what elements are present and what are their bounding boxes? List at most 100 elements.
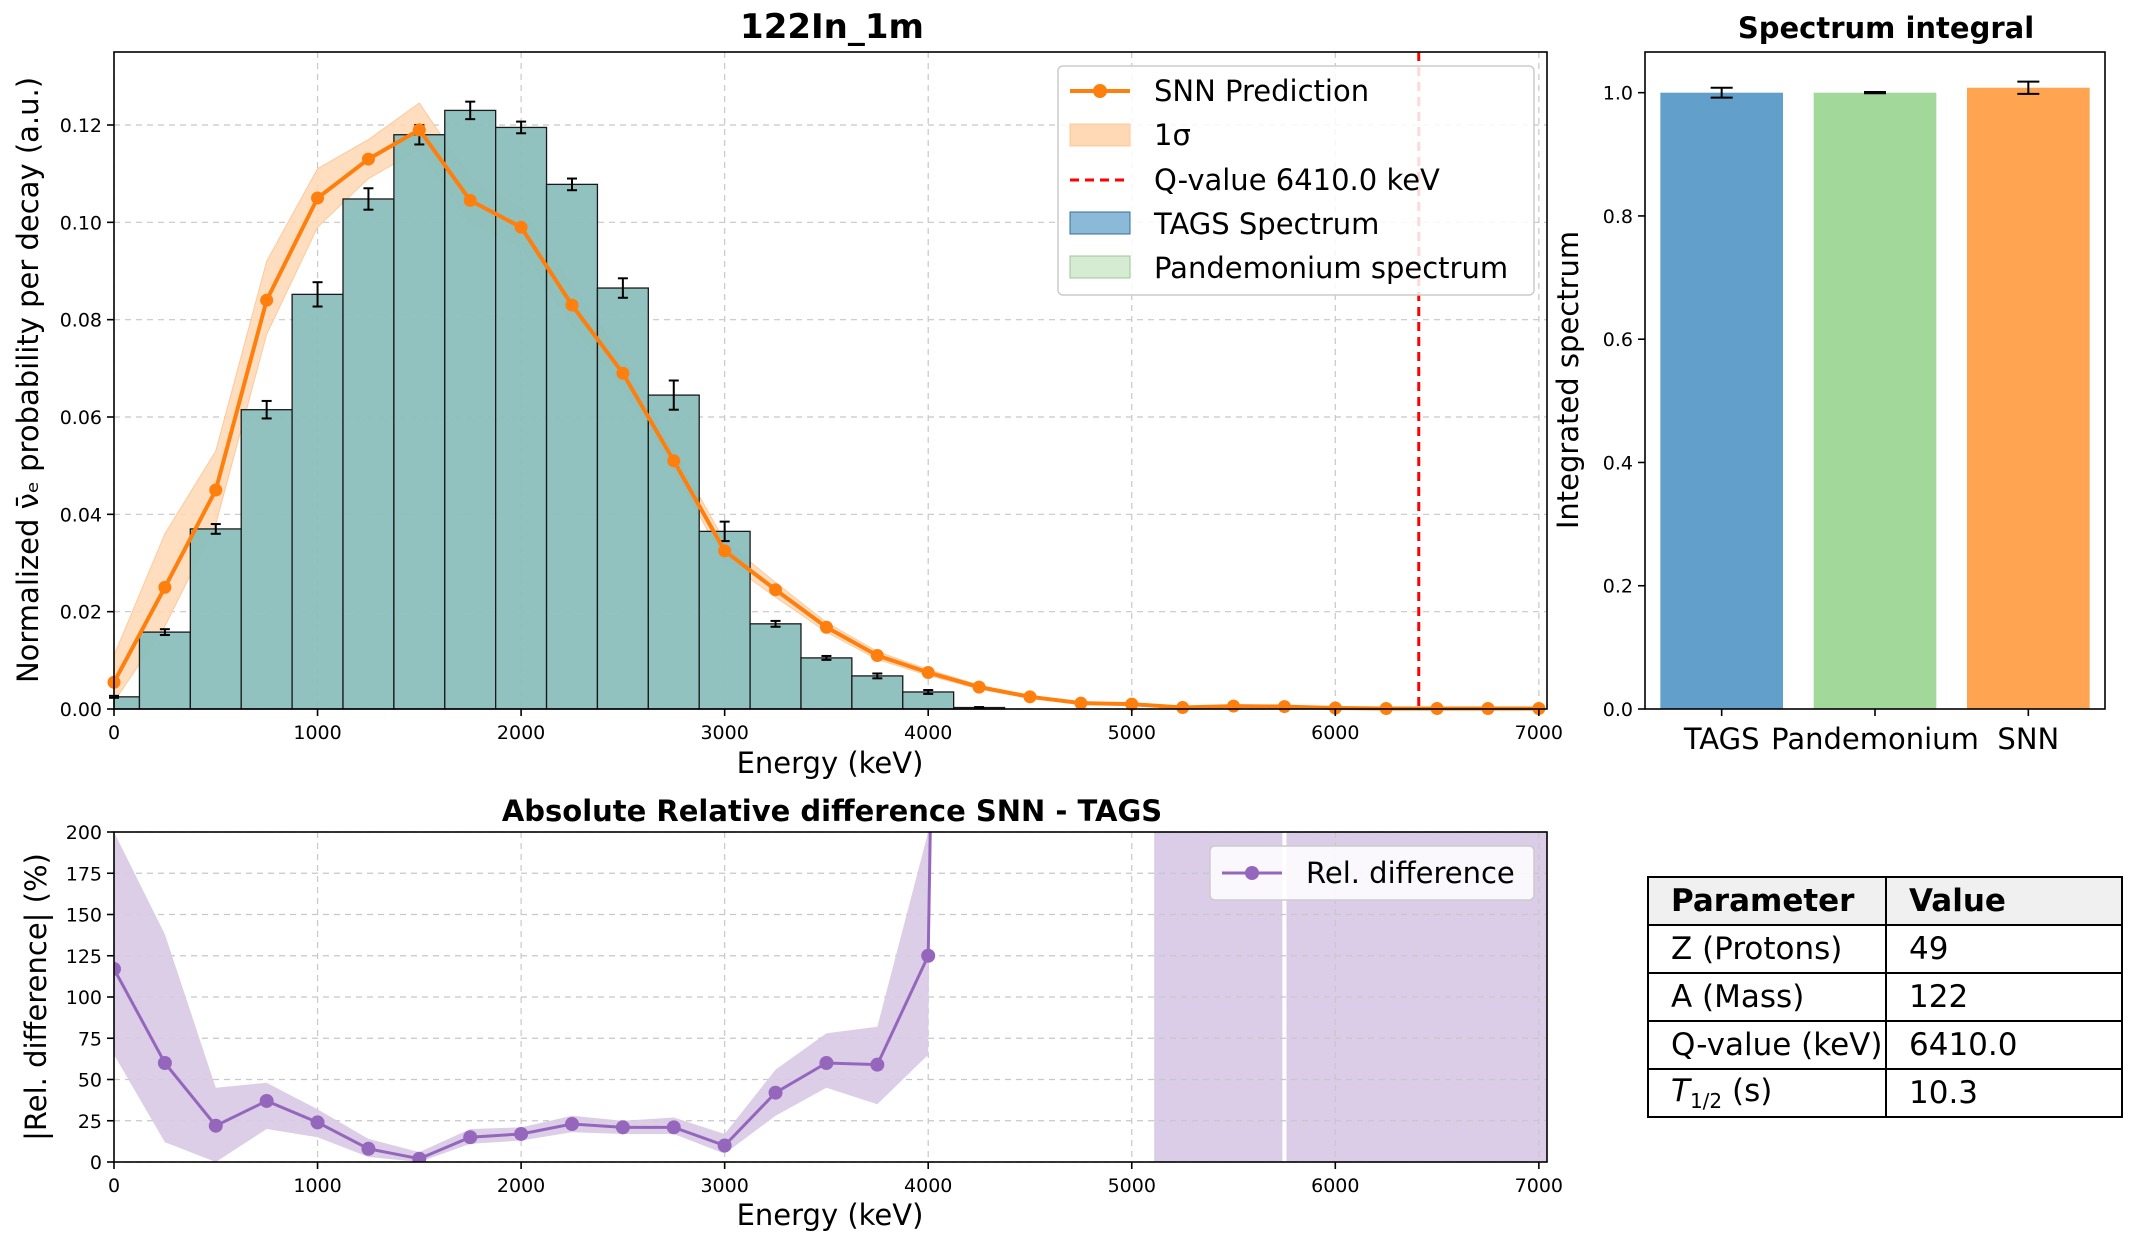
reldiff-xlabel: Energy (keV) <box>737 1198 924 1232</box>
param-name: T1/2 (s) <box>1647 1068 1887 1118</box>
x-tick-label: TAGS <box>1683 722 1760 756</box>
x-tick-label: 3000 <box>700 722 748 744</box>
y-tick-label: 0.00 <box>60 699 102 721</box>
parameter-table-header: Parameter Value <box>1647 876 2123 926</box>
legend-box <box>1057 65 1535 296</box>
x-tick-label: 2000 <box>497 722 545 744</box>
snn-point <box>616 366 630 380</box>
tags-bar <box>240 409 293 710</box>
spectrum-plot: 122In_1m 0 1000 2000 3000 4000 5000 6000 7000 0… <box>11 7 1563 780</box>
tags-bar <box>495 126 548 710</box>
param-value: 6410.0 <box>1885 1020 2123 1070</box>
snn-point <box>1227 699 1241 713</box>
snn-point <box>769 583 783 597</box>
tags-bar <box>800 657 853 710</box>
reldiff-y-ticks: 0 25 50 75 100 125 150 175 200 <box>66 822 114 1174</box>
tags-bar <box>342 198 395 710</box>
x-tick-label: 0 <box>108 722 120 744</box>
table-row: A (Mass) 122 <box>1647 972 2123 1022</box>
legend-tags-label: TAGS Spectrum <box>1153 207 1379 241</box>
reldiff-plot: Absolute Relative difference SNN - TAGS … <box>19 794 1563 1232</box>
legend-pandemonium-swatch <box>1069 255 1131 279</box>
snn-point <box>921 666 935 679</box>
snn-point <box>870 648 884 662</box>
y-tick-label: 150 <box>66 905 102 927</box>
reldiff-x-ticks: 0 1000 2000 3000 4000 5000 6000 7000 <box>108 1162 1563 1197</box>
snn-point <box>1023 690 1037 704</box>
tags-bar <box>647 394 700 710</box>
reldiff-legend-label: Rel. difference <box>1306 856 1515 890</box>
legend-pandemonium-label: Pandemonium spectrum <box>1154 251 1508 285</box>
y-tick-label: 0.6 <box>1603 329 1633 351</box>
table-row: Q-value (keV) 6410.0 <box>1647 1020 2123 1070</box>
x-tick-label: 4000 <box>904 722 952 744</box>
y-tick-label: 50 <box>78 1070 102 1092</box>
y-tick-label: 25 <box>78 1111 102 1133</box>
y-tick-label: 0.06 <box>60 407 102 429</box>
x-tick-label: 5000 <box>1108 722 1156 744</box>
x-tick-label: 1000 <box>293 722 341 744</box>
snn-point <box>667 454 681 468</box>
legend-sigma-label: 1σ <box>1154 118 1191 152</box>
reldiff-legend-marker <box>1245 866 1259 880</box>
snn-point <box>718 544 732 558</box>
reldiff-band <box>114 832 931 1162</box>
integral-bar <box>1813 92 1937 709</box>
reldiff-point <box>463 1130 478 1145</box>
y-tick-label: 0.04 <box>60 504 102 526</box>
param-name: Q-value (keV) <box>1647 1020 1887 1070</box>
integral-bar <box>1967 87 2090 710</box>
param-value: 10.3 <box>1885 1068 2123 1118</box>
y-tick-label: 0.4 <box>1603 452 1633 474</box>
spectrum-x-ticks: 0 1000 2000 3000 4000 5000 6000 7000 <box>108 709 1563 744</box>
reldiff-line <box>114 832 932 1161</box>
snn-point <box>1176 701 1190 715</box>
legend-sigma-swatch <box>1069 123 1131 147</box>
x-tick-label: 0 <box>108 1175 120 1197</box>
snn-point <box>1074 696 1088 710</box>
legend-q-label: Q-value 6410.0 keV <box>1154 163 1440 197</box>
legend-tags-swatch <box>1069 211 1131 235</box>
snn-point <box>1277 700 1291 714</box>
x-tick-label: 4000 <box>904 1175 952 1197</box>
x-tick-label: 3000 <box>700 1175 748 1197</box>
y-tick-label: 0.0 <box>1603 699 1633 721</box>
tags-bar <box>698 530 751 710</box>
integral-y-ticks: 0.0 0.2 0.4 0.6 0.8 1.0 <box>1603 83 1645 721</box>
snn-point <box>463 193 477 207</box>
spectrum-axes-frame <box>113 51 1548 710</box>
tags-error-bars <box>109 100 985 710</box>
reldiff-point <box>564 1117 579 1132</box>
integral-title: Spectrum integral <box>1738 11 2034 45</box>
snn-point <box>1125 697 1139 711</box>
tags-bar <box>393 134 446 710</box>
y-tick-label: 0.10 <box>60 212 102 234</box>
integral-ylabel: Integrated spectrum <box>1551 231 1585 529</box>
snn-point <box>565 298 579 312</box>
y-tick-label: 1.0 <box>1603 83 1633 105</box>
reldiff-title: Absolute Relative difference SNN - TAGS <box>502 794 1162 828</box>
integral-bars <box>1660 87 2090 710</box>
header-parameter: Parameter <box>1647 876 1887 926</box>
x-tick-label: SNN <box>1997 722 2059 756</box>
y-tick-label: 0.02 <box>60 602 102 624</box>
table-row: T1/2 (s) 10.3 <box>1647 1068 2123 1118</box>
table-row: Z (Protons) 49 <box>1647 924 2123 974</box>
legend-snn-label: SNN Prediction <box>1154 74 1369 108</box>
snn-point <box>1328 701 1342 715</box>
reldiff-point <box>259 1093 274 1108</box>
snn-prediction-points <box>107 123 1546 716</box>
param-value: 49 <box>1885 924 2123 974</box>
half-life-unit: (s) <box>1722 1072 1773 1109</box>
y-tick-label: 0 <box>90 1152 102 1174</box>
integral-plot: Spectrum integral TAGS Pandemonium SNN 0.0… <box>1551 11 2106 756</box>
legend-snn-marker <box>1093 84 1107 98</box>
reldiff-legend-box <box>1209 845 1535 901</box>
x-tick-label: 1000 <box>293 1175 341 1197</box>
snn-point <box>311 191 325 205</box>
snn-point <box>158 580 172 594</box>
integral-error-bars <box>1710 80 2040 99</box>
half-life-symbol: T <box>1671 1072 1690 1109</box>
reldiff-point <box>666 1120 681 1135</box>
